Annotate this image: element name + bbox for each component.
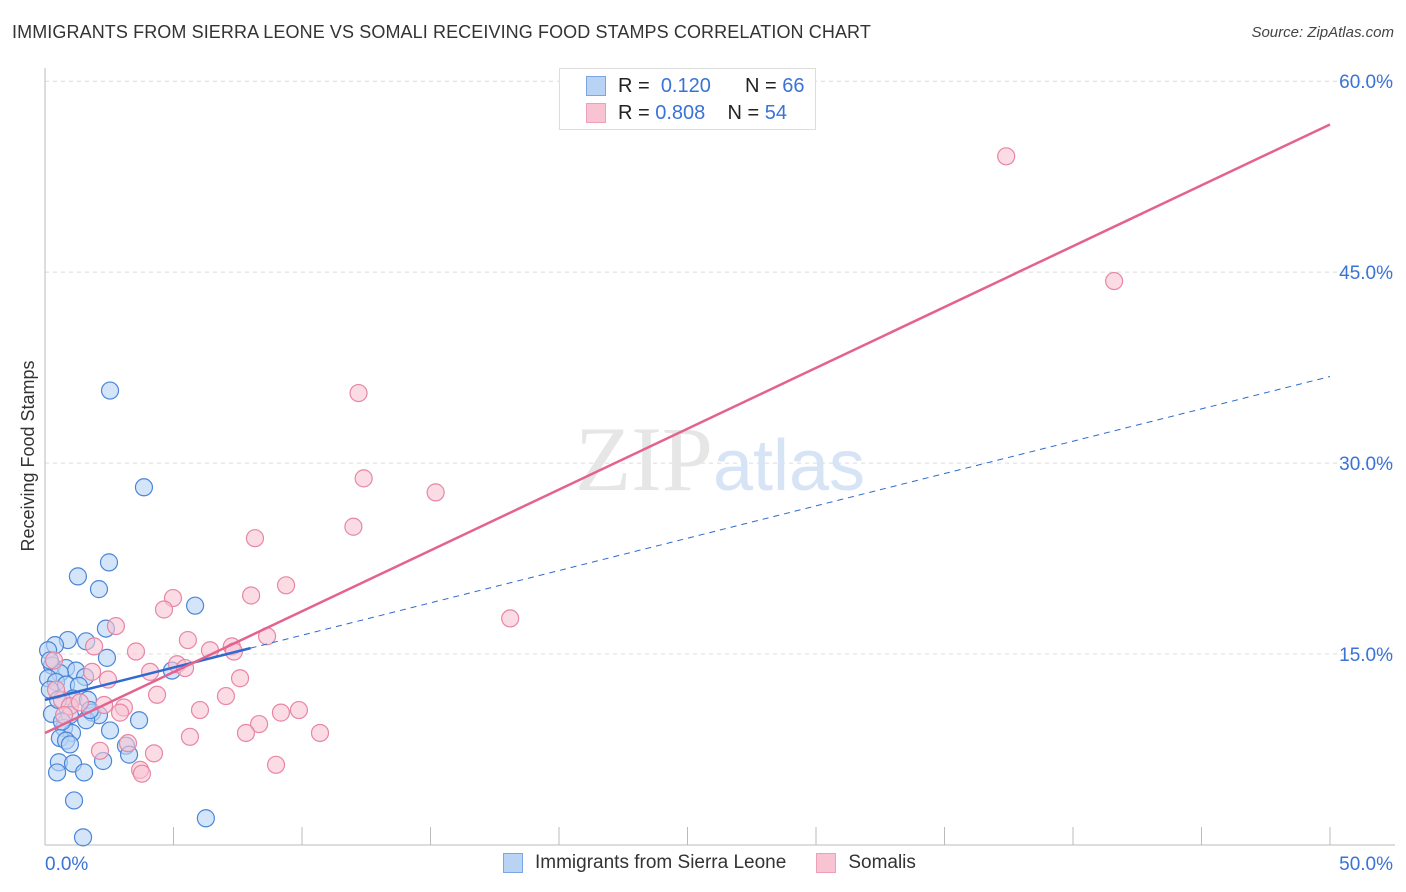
legend-swatch-somalis bbox=[816, 853, 837, 873]
point-somalis bbox=[236, 723, 256, 743]
legend-label-somalis: Somalis bbox=[848, 852, 916, 873]
point-sierra-leone bbox=[100, 381, 120, 400]
point-somalis bbox=[501, 609, 520, 628]
point-somalis bbox=[249, 714, 269, 734]
point-somalis bbox=[997, 147, 1016, 166]
y-tick-label: 45.0% bbox=[1339, 263, 1393, 284]
y-tick-label: 60.0% bbox=[1339, 72, 1393, 93]
r-label: R = bbox=[618, 101, 650, 124]
point-somalis bbox=[289, 700, 309, 720]
point-somalis bbox=[44, 651, 64, 670]
legend-label-sierra-leone: Immigrants from Sierra Leone bbox=[535, 852, 787, 873]
point-somalis bbox=[110, 703, 130, 722]
blue-swatch bbox=[586, 76, 606, 96]
trend-line-sierra-leone bbox=[44, 646, 251, 702]
point-somalis bbox=[106, 616, 126, 636]
point-sierra-leone bbox=[60, 735, 80, 754]
point-somalis bbox=[276, 576, 296, 595]
legend-row-sierra-leone: R = 0.120 N = 66 bbox=[586, 74, 805, 98]
point-somalis bbox=[271, 703, 291, 722]
point-sierra-leone bbox=[64, 791, 84, 810]
point-sierra-leone bbox=[68, 567, 87, 586]
n-value: 66 bbox=[782, 74, 805, 97]
point-sierra-leone bbox=[196, 809, 215, 828]
point-sierra-leone bbox=[74, 763, 94, 782]
point-somalis bbox=[118, 734, 138, 753]
point-sierra-leone bbox=[47, 763, 67, 782]
y-tick-label: 30.0% bbox=[1339, 454, 1393, 475]
point-sierra-leone bbox=[97, 648, 117, 667]
point-somalis bbox=[426, 483, 445, 502]
point-somalis bbox=[82, 662, 102, 681]
legend-row-somalis: R = 0.808 N = 54 bbox=[586, 101, 787, 125]
point-somalis bbox=[190, 700, 210, 720]
trend-lines bbox=[44, 123, 1331, 735]
point-sierra-leone bbox=[185, 596, 205, 615]
watermark: ZIPatlas bbox=[575, 408, 865, 510]
pink-swatch bbox=[586, 103, 606, 123]
point-sierra-leone bbox=[100, 721, 120, 740]
point-somalis bbox=[132, 764, 151, 783]
r-value: 0.120 bbox=[660, 74, 711, 97]
trend-line-dashed-sierra-leone bbox=[250, 376, 1331, 649]
point-somalis bbox=[144, 744, 164, 763]
point-sierra-leone bbox=[89, 580, 109, 599]
point-somalis bbox=[180, 727, 200, 746]
point-somalis bbox=[245, 529, 265, 548]
tick-labels: 15.0% 30.0% 45.0% 60.0% 0.0% 50.0% bbox=[45, 72, 1393, 875]
grid bbox=[45, 80, 1395, 655]
r-label: R = bbox=[618, 74, 650, 97]
n-value: 54 bbox=[764, 101, 788, 124]
x-tick-label: 0.0% bbox=[45, 854, 88, 875]
point-somalis bbox=[84, 637, 104, 656]
point-sierra-leone bbox=[99, 553, 119, 572]
correlation-legend: R = 0.120 N = 66 R = 0.808 N = 54 bbox=[559, 68, 816, 130]
point-somalis bbox=[354, 469, 373, 488]
n-label: N = bbox=[745, 74, 777, 97]
point-sierra-leone bbox=[129, 711, 149, 730]
point-somalis bbox=[147, 685, 167, 704]
point-sierra-leone bbox=[134, 478, 154, 497]
point-somalis bbox=[1105, 271, 1124, 291]
point-somalis bbox=[344, 517, 363, 536]
point-somalis bbox=[310, 723, 330, 743]
point-somalis bbox=[242, 586, 261, 605]
n-label: N = bbox=[727, 101, 760, 124]
source-label: Source: ZipAtlas.com bbox=[1251, 24, 1394, 41]
point-somalis bbox=[216, 686, 236, 706]
point-somalis bbox=[126, 642, 146, 661]
chart-title: IMMIGRANTS FROM SIERRA LEONE VS SOMALI R… bbox=[12, 22, 871, 42]
y-axis-label: Receiving Food Stamps bbox=[18, 360, 38, 551]
y-tick-label: 15.0% bbox=[1339, 645, 1393, 666]
legend-swatch-sierra-leone bbox=[503, 853, 523, 873]
point-somalis bbox=[266, 755, 286, 774]
trend-line-somalis bbox=[44, 123, 1331, 735]
point-somalis bbox=[154, 600, 174, 619]
point-somalis bbox=[70, 693, 90, 712]
point-somalis bbox=[349, 383, 368, 403]
point-somalis bbox=[230, 669, 250, 688]
x-tick-label: 50.0% bbox=[1339, 854, 1393, 875]
point-somalis bbox=[90, 741, 110, 760]
point-somalis bbox=[178, 630, 197, 650]
series-legend: Immigrants from Sierra Leone Somalis bbox=[503, 852, 916, 874]
point-sierra-leone bbox=[73, 828, 93, 847]
r-value: 0.808 bbox=[655, 101, 706, 124]
